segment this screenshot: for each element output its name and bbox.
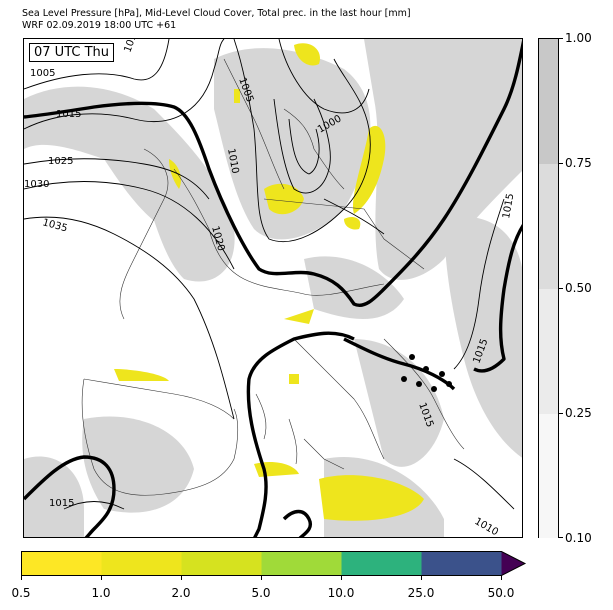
colorbar-segment (421, 551, 502, 576)
colorbar-tick-label: 0.50 (565, 281, 592, 295)
precipitation-colorbar (21, 551, 527, 580)
isobar-label: 1010 (225, 148, 240, 175)
isobar-label: 1010 (122, 39, 141, 54)
coastline-layer (81, 58, 465, 496)
colorbar-tick (559, 163, 563, 164)
colorbar-tick-label: 2.0 (171, 586, 191, 600)
colorbar-tick-label: 10.0 (327, 586, 355, 600)
isobar-label: 1015 (501, 193, 516, 220)
colorbar-tick (559, 413, 563, 414)
chart-subtitle: WRF 02.09.2019 18:00 UTC +61 (22, 20, 177, 31)
colorbar-tick-label: 5.0 (251, 586, 271, 600)
colorbar-segment (539, 414, 558, 538)
colorbar-tick-label: 0.75 (565, 156, 592, 170)
colorbar-tick-label: 50.0 (487, 586, 515, 600)
colorbar-segment (261, 551, 342, 576)
colorbar-segment (341, 551, 422, 576)
colorbar-segment (539, 289, 558, 414)
isobar-label: 1015 (49, 498, 74, 509)
isobar-label: 1015 (56, 109, 81, 120)
cloud-cover-colorbar (538, 38, 559, 538)
isobars-thin (24, 39, 515, 510)
isobar-dots (401, 354, 452, 392)
colorbar-tick-label: 25.0 (407, 586, 435, 600)
colorbar-ticks (21, 575, 502, 580)
colorbar-segment (181, 551, 262, 576)
precipitation-layer (114, 43, 424, 521)
colorbar-tick (559, 537, 563, 538)
colorbar-segment (539, 164, 558, 289)
chart-title: Sea Level Pressure [hPa], Mid-Level Clou… (22, 8, 411, 19)
colorbar-segment (539, 39, 558, 164)
colorbar-tick (559, 38, 563, 39)
map-panel: 1010 1005 1005 1015 1000 1010 1025 1030 … (23, 38, 523, 538)
isobar-label: 1005 (30, 68, 55, 79)
weather-map: 1010 1005 1005 1015 1000 1010 1025 1030 … (24, 39, 522, 538)
colorbar-segment (21, 551, 102, 576)
colorbar-tick-label: 1.00 (565, 31, 592, 45)
colorbar-tick-label: 0.10 (565, 531, 592, 545)
isobar-label: 1035 (41, 217, 68, 234)
colorbar-tick-label: 0.25 (565, 406, 592, 420)
isobar-label: 1025 (48, 156, 73, 167)
colorbar-segment (101, 551, 182, 576)
colorbar-extend-arrow (501, 551, 525, 576)
colorbar-tick-label: 0.5 (11, 586, 31, 600)
isobar-label: 1010 (473, 516, 501, 538)
isobar-1015-bold (24, 40, 522, 537)
isobar-label: 1030 (24, 179, 49, 190)
colorbar-tick-label: 1.0 (91, 586, 111, 600)
time-label: 07 UTC Thu (29, 43, 114, 62)
colorbar-tick (559, 288, 563, 289)
